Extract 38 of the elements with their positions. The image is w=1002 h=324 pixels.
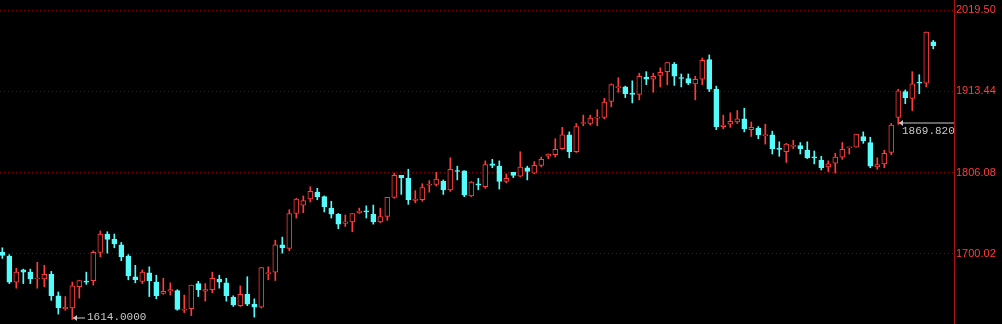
candlestick: [251, 298, 258, 318]
candlestick: [692, 75, 699, 101]
candlestick: [412, 190, 419, 204]
candlestick: [181, 294, 188, 313]
candlestick: [748, 121, 755, 137]
y-tick-label: 1806.08: [956, 166, 996, 179]
candlestick: [202, 283, 209, 302]
candlestick: [475, 178, 482, 191]
candlestick: [916, 74, 923, 95]
candlestick: [720, 114, 727, 130]
candlestick: [762, 123, 769, 145]
candlestick: [146, 266, 153, 297]
candlestick: [398, 175, 405, 195]
candlestick: [363, 205, 370, 219]
candlestick: [426, 180, 433, 193]
candlestick: [41, 264, 48, 287]
y-tick-label: 1913.44: [956, 84, 996, 97]
candlestick: [265, 266, 272, 281]
candlestick: [650, 72, 657, 93]
candlestick: [34, 261, 41, 289]
candlestick: [160, 277, 167, 295]
candlestick: [83, 271, 90, 285]
candlestick: [615, 77, 622, 93]
candlestick: [629, 80, 636, 104]
candlestick: [657, 67, 664, 88]
annotation: 1869.820: [902, 124, 955, 137]
candlestick: [342, 214, 349, 227]
candlestick: [727, 112, 734, 128]
annotation: 1614.0000: [87, 310, 147, 323]
candlestick: [594, 109, 601, 127]
candlestick: [811, 150, 818, 165]
y-tick-label: 2019.50: [956, 3, 996, 16]
candlestick: [643, 71, 650, 85]
candlestick: [846, 146, 853, 155]
candlestick: [132, 264, 139, 284]
candlestick: [874, 157, 881, 170]
candlestick: [489, 159, 496, 169]
y-tick-label: 1700.02: [956, 246, 996, 259]
